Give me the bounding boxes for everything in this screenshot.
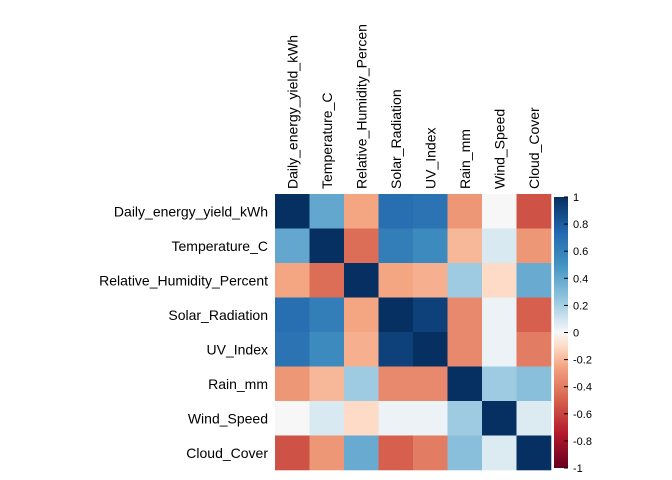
row-label: Solar_Radiation <box>168 307 268 323</box>
heatmap-cell <box>482 401 517 436</box>
heatmap-cell <box>344 366 379 402</box>
heatmap-cell <box>309 332 345 367</box>
heatmap-cell <box>447 228 483 264</box>
heatmap-cell <box>344 194 379 229</box>
colorbar-tick-label: 0.4 <box>573 273 588 285</box>
heatmap-cell <box>275 366 310 402</box>
heatmap-cell <box>378 228 414 264</box>
heatmap-cell <box>378 263 414 298</box>
column-label: Cloud_Cover <box>526 107 542 189</box>
heatmap-cell <box>516 366 552 402</box>
heatmap-cell <box>309 435 345 471</box>
colorbar-tick-label: 0.8 <box>573 219 588 231</box>
heatmap-cell <box>447 332 483 367</box>
column-label: Temperature_C <box>319 93 335 190</box>
heatmap-cell <box>516 435 552 471</box>
heatmap-cell <box>344 401 379 436</box>
row-label: Temperature_C <box>172 238 269 254</box>
colorbar-tick-label: 1 <box>573 192 579 204</box>
heatmap-cell <box>275 194 310 229</box>
colorbar-tick-label: 0 <box>573 328 579 340</box>
colorbar-gradient <box>554 197 568 468</box>
heatmap-cell <box>344 332 379 367</box>
heatmap-cell <box>378 435 414 471</box>
heatmap-cell <box>309 366 345 402</box>
column-label: Relative_Humidity_Percen <box>353 24 369 189</box>
column-label: Rain_mm <box>457 129 473 189</box>
heatmap-cell <box>482 366 517 402</box>
heatmap-cell <box>309 263 345 298</box>
heatmap-cell <box>309 194 345 229</box>
column-label: Wind_Speed <box>491 109 507 189</box>
heatmap-cell <box>516 228 552 264</box>
heatmap-cell <box>482 263 517 298</box>
heatmap-cell <box>413 297 448 333</box>
column-label: Daily_energy_yield_kWh <box>284 35 300 189</box>
row-label: Daily_energy_yield_kWh <box>114 203 268 219</box>
colorbar-tick-label: -0.8 <box>573 436 592 448</box>
colorbar <box>554 197 568 468</box>
heatmap-cell <box>447 366 483 402</box>
heatmap-cell <box>516 194 552 229</box>
heatmap-cell <box>516 263 552 298</box>
row-label: Wind_Speed <box>188 410 268 426</box>
heatmap-cell <box>344 228 379 264</box>
heatmap-cell <box>413 194 448 229</box>
colorbar-tick-label: -1 <box>573 463 583 475</box>
heatmap-cell <box>344 297 379 333</box>
row-labels: Daily_energy_yield_kWh Temperature_C Relat… <box>99 203 268 461</box>
heatmap-cell <box>447 297 483 333</box>
colorbar-tick-label: -0.4 <box>573 382 592 394</box>
row-label: Cloud_Cover <box>186 445 268 461</box>
heatmap-cell <box>275 332 310 367</box>
heatmap-cell <box>413 263 448 298</box>
row-label: Rain_mm <box>208 376 268 392</box>
heatmap-cell <box>516 401 552 436</box>
heatmap-cell <box>447 194 483 229</box>
heatmap-cell <box>516 332 552 367</box>
heatmap-cell <box>309 297 345 333</box>
heatmap-cell <box>378 366 414 402</box>
heatmap-cell <box>309 228 345 264</box>
colorbar-tick-label: 0.6 <box>573 246 588 258</box>
heatmap-cell <box>378 401 414 436</box>
heatmap-cell <box>413 228 448 264</box>
heatmap-cell <box>275 263 310 298</box>
heatmap-cell <box>482 435 517 471</box>
colorbar-tick-label: -0.6 <box>573 409 592 421</box>
column-label: Solar_Radiation <box>388 89 404 189</box>
heatmap-cell <box>413 366 448 402</box>
heatmap-cell <box>378 332 414 367</box>
colorbar-ticks: 1 0.8 0.6 0.4 0.2 0 -0.2 -0.4 -0.6 -0.8 -1 <box>564 192 592 475</box>
heatmap-cell <box>344 435 379 471</box>
colorbar-tick-label: -0.2 <box>573 355 592 367</box>
heatmap-cell <box>482 297 517 333</box>
heatmap-cell <box>378 297 414 333</box>
heatmap-cell <box>413 401 448 436</box>
heatmap-cell <box>275 228 310 264</box>
heatmap-cell <box>413 332 448 367</box>
heatmap-cell <box>309 401 345 436</box>
heatmap-cell <box>275 297 310 333</box>
heatmap-cell <box>378 194 414 229</box>
heatmap-cell <box>482 194 517 229</box>
heatmap-cell <box>344 263 379 298</box>
column-label: UV_Index <box>422 128 438 189</box>
heatmap-cell <box>413 435 448 471</box>
row-label: UV_Index <box>207 341 268 357</box>
heatmap-cells <box>275 194 552 471</box>
heatmap-cell <box>482 228 517 264</box>
heatmap-cell <box>482 332 517 367</box>
heatmap-cell <box>447 401 483 436</box>
heatmap-cell <box>447 435 483 471</box>
heatmap-cell <box>275 435 310 471</box>
heatmap-cell <box>275 401 310 436</box>
colorbar-tick-label: 0.2 <box>573 300 588 312</box>
heatmap-cell <box>516 297 552 333</box>
column-labels: Daily_energy_yield_kWh Temperature_C Relat… <box>284 24 542 189</box>
heatmap-cell <box>447 263 483 298</box>
row-label: Relative_Humidity_Percent <box>99 272 268 288</box>
